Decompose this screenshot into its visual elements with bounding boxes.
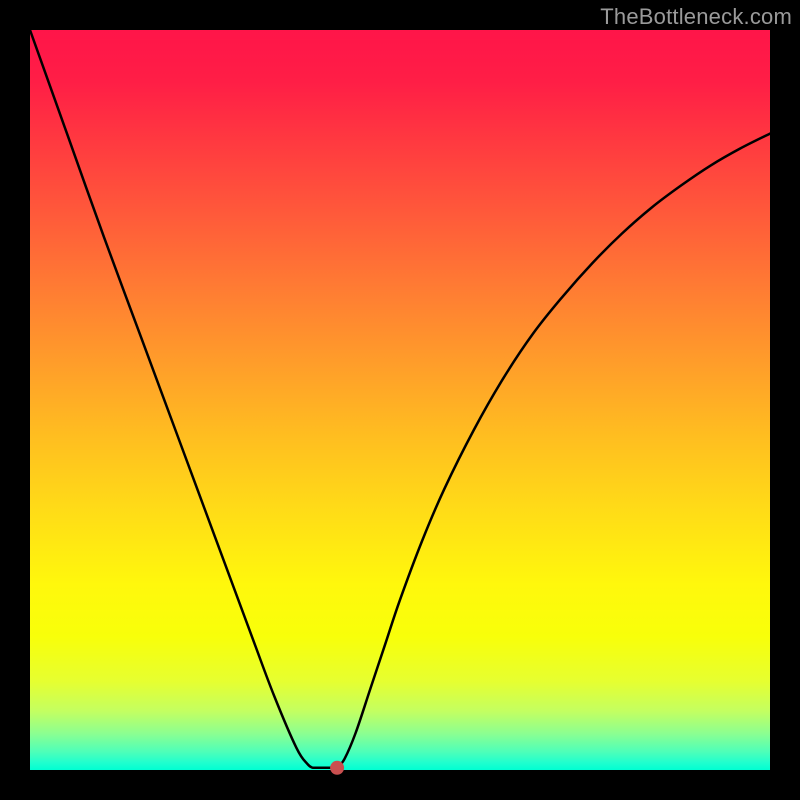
chart-container: TheBottleneck.com xyxy=(0,0,800,800)
plot-svg xyxy=(0,0,800,800)
gradient-background xyxy=(30,30,770,770)
optimal-point-marker xyxy=(330,761,344,775)
attribution-label: TheBottleneck.com xyxy=(600,4,792,30)
